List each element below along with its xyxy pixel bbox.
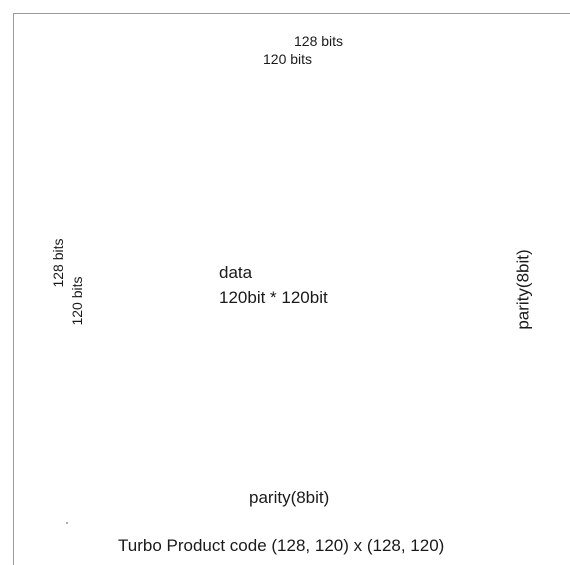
top-width-data-label: 120 bits: [263, 51, 313, 67]
stray-mark: [66, 522, 68, 524]
left-height-data-label: 120 bits: [69, 276, 85, 326]
left-height-total-label: 128 bits: [50, 238, 66, 288]
left-border-line: [13, 13, 14, 565]
data-block-dimensions: 120bit * 120bit: [219, 288, 328, 307]
top-border-line: [13, 13, 570, 14]
diagram-caption: Turbo Product code (128, 120) x (128, 12…: [118, 536, 445, 555]
bottom-parity-label: parity(8bit): [249, 488, 330, 507]
data-block-title: data: [219, 263, 253, 282]
top-width-total-label: 128 bits: [294, 33, 344, 49]
right-parity-label: parity(8bit): [513, 249, 533, 330]
